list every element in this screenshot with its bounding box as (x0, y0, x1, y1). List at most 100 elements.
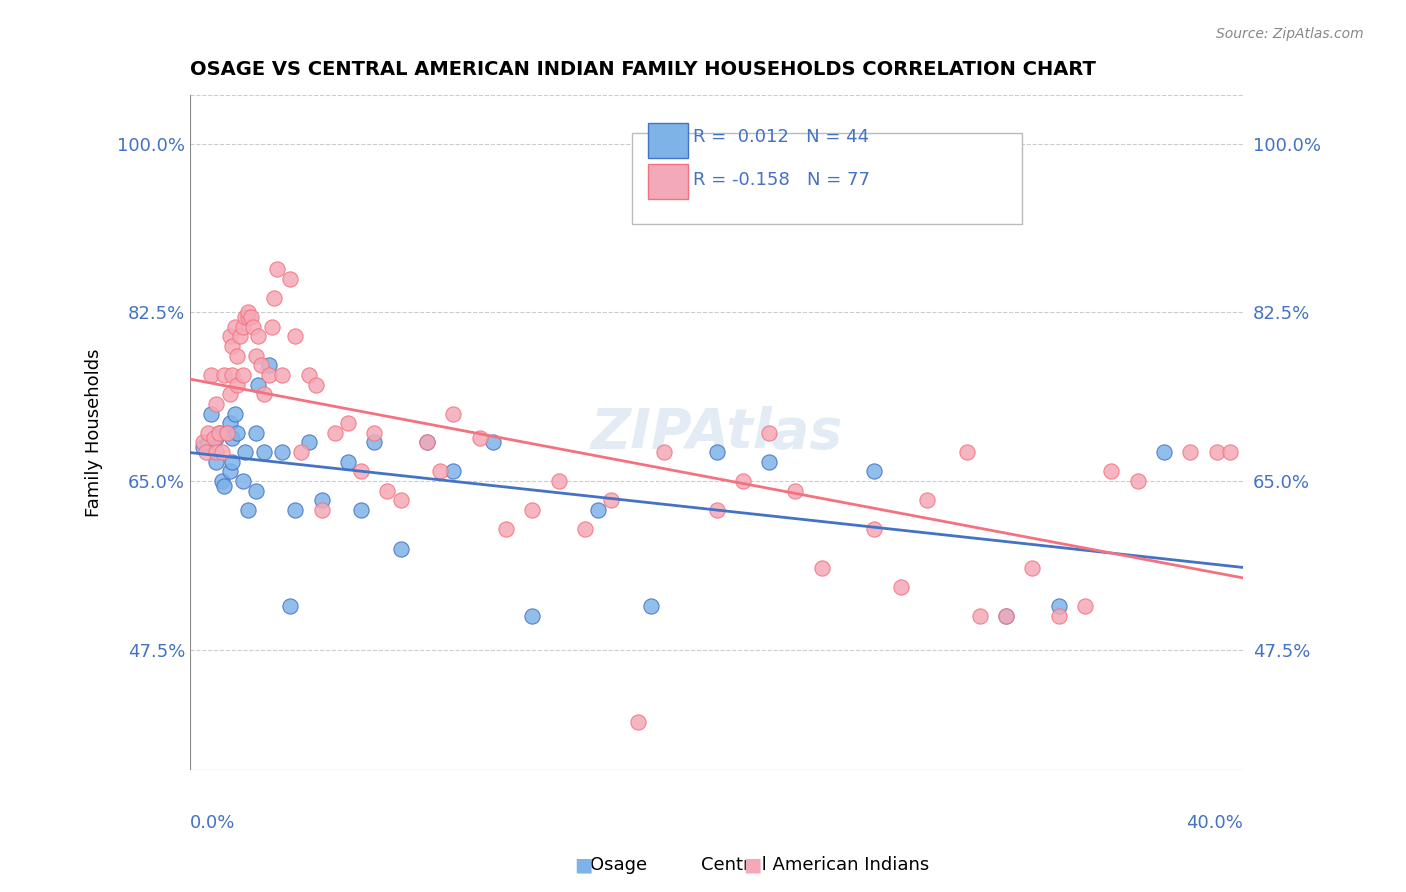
Point (955, 445, 977, 459)
Point (1205, 445, 1227, 459)
Point (350, 464, 373, 478)
FancyBboxPatch shape (648, 163, 688, 199)
Point (468, 431, 491, 445)
Point (363, 435, 385, 450)
Point (205, 397, 228, 411)
Point (297, 435, 319, 450)
Point (363, 425, 385, 440)
Point (245, 425, 267, 440)
Point (1126, 474, 1149, 488)
Point (586, 503, 609, 517)
Text: Osage: Osage (591, 856, 647, 874)
Point (236, 305, 259, 319)
Point (193, 435, 215, 450)
Point (350, 503, 373, 517)
Point (218, 387, 240, 401)
Point (221, 339, 243, 353)
Text: 40.0%: 40.0% (1187, 814, 1243, 831)
Point (245, 349, 267, 363)
Point (208, 425, 231, 440)
Text: ZIPAtlas: ZIPAtlas (591, 406, 842, 460)
Point (197, 425, 219, 440)
Point (389, 493, 412, 508)
Point (263, 291, 285, 305)
Point (1219, 445, 1241, 459)
Point (271, 445, 294, 459)
Text: R = -0.158   N = 77: R = -0.158 N = 77 (693, 170, 870, 189)
Point (1099, 464, 1122, 478)
Text: Central American Indians: Central American Indians (702, 856, 929, 874)
Point (1021, 561, 1043, 575)
Point (253, 445, 276, 459)
Point (221, 455, 243, 469)
Point (1074, 599, 1097, 614)
Point (211, 474, 233, 488)
FancyBboxPatch shape (648, 123, 688, 158)
Point (758, 455, 780, 469)
Point (323, 425, 346, 440)
Point (311, 503, 333, 517)
Point (226, 349, 249, 363)
Point (200, 368, 222, 382)
Point (522, 503, 544, 517)
Text: 0.0%: 0.0% (190, 814, 235, 831)
Point (416, 435, 439, 450)
Point (337, 455, 360, 469)
Point (247, 329, 270, 343)
Point (429, 464, 451, 478)
Point (221, 368, 243, 382)
Point (652, 445, 675, 459)
Point (305, 377, 328, 392)
Point (1180, 445, 1202, 459)
Point (706, 503, 728, 517)
Point (218, 329, 240, 343)
Point (257, 368, 280, 382)
Point (706, 445, 728, 459)
Point (214, 368, 236, 382)
Point (441, 464, 464, 478)
Point (311, 493, 333, 508)
Point (257, 359, 280, 373)
Point (337, 416, 360, 430)
Point (481, 435, 503, 450)
Point (260, 319, 283, 334)
Point (205, 431, 228, 445)
Point (495, 522, 517, 536)
Point (758, 425, 780, 440)
Point (232, 368, 254, 382)
Point (253, 387, 276, 401)
Point (205, 455, 228, 469)
Point (278, 599, 301, 614)
Point (229, 329, 252, 343)
Point (224, 319, 246, 334)
Point (863, 464, 886, 478)
Point (236, 310, 259, 325)
FancyBboxPatch shape (633, 133, 1022, 224)
Point (218, 416, 240, 430)
Point (284, 503, 307, 517)
Point (377, 483, 399, 498)
Point (284, 329, 307, 343)
Point (600, 493, 623, 508)
Point (266, 262, 288, 277)
Point (250, 359, 273, 373)
Point (202, 431, 225, 445)
Point (211, 445, 233, 459)
Text: Source: ZipAtlas.com: Source: ZipAtlas.com (1216, 27, 1364, 41)
Point (193, 440, 215, 454)
Point (969, 609, 991, 624)
Text: ■: ■ (742, 855, 762, 875)
Point (197, 435, 219, 450)
Point (214, 479, 236, 493)
Point (232, 474, 254, 488)
Point (208, 425, 231, 440)
Point (239, 310, 262, 325)
Point (441, 407, 464, 421)
Point (245, 483, 267, 498)
Point (205, 445, 228, 459)
Point (226, 377, 249, 392)
Point (810, 561, 832, 575)
Point (890, 580, 912, 594)
Text: R =  0.012   N = 44: R = 0.012 N = 44 (693, 128, 869, 146)
Point (995, 609, 1018, 624)
